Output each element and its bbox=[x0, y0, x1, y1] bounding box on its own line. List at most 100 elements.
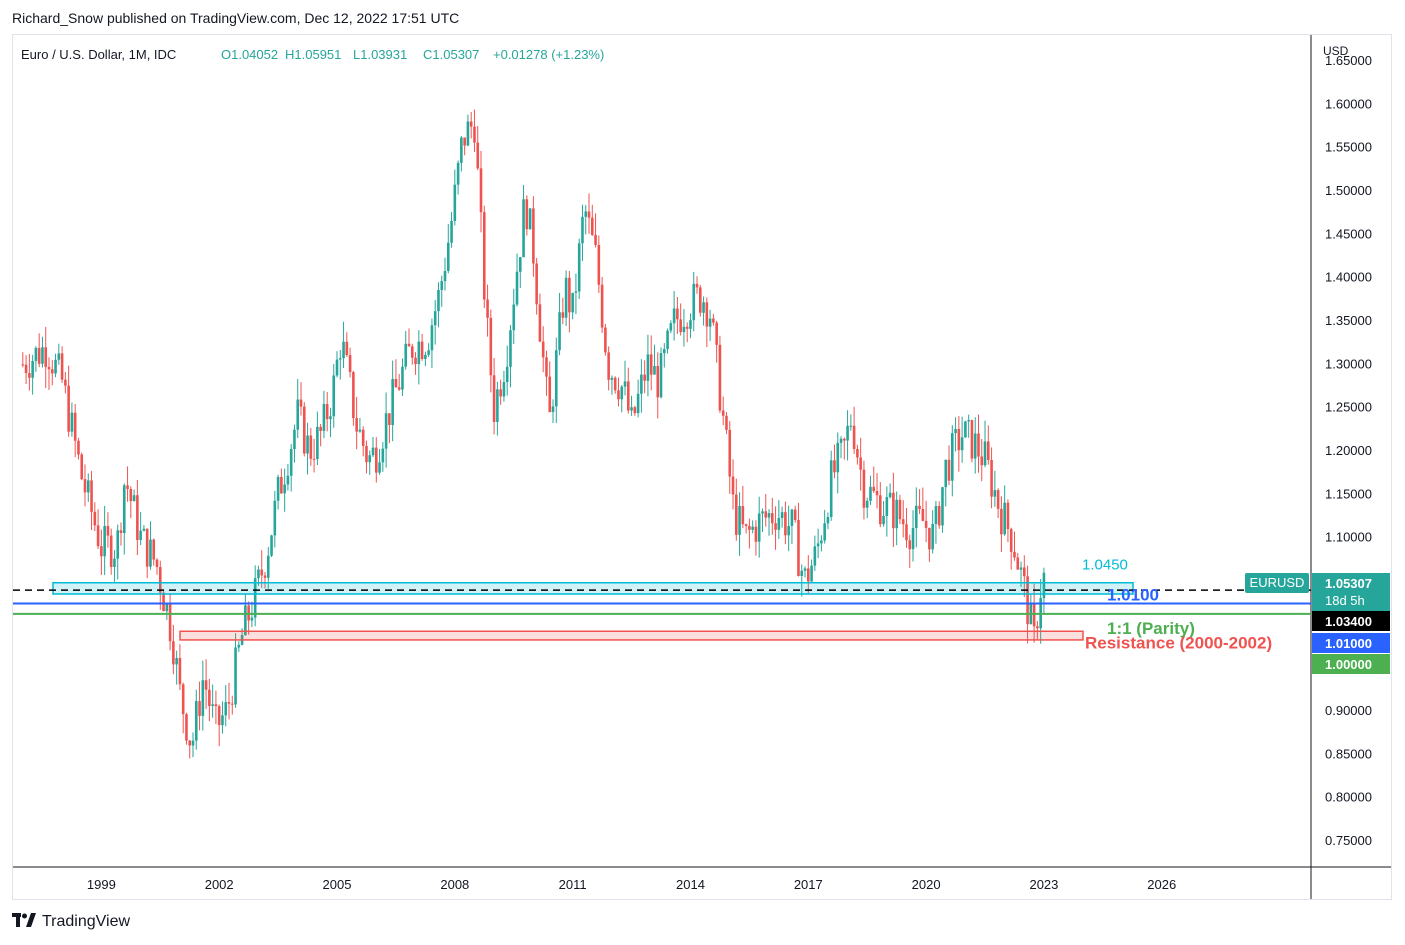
candle-body bbox=[217, 706, 221, 726]
candle-body bbox=[83, 479, 87, 493]
candle-body bbox=[770, 513, 774, 524]
candle-body bbox=[371, 447, 375, 456]
candle-body bbox=[600, 284, 604, 328]
candle-body bbox=[368, 455, 372, 463]
x-tick-label: 2026 bbox=[1147, 877, 1176, 892]
x-tick-label: 2017 bbox=[794, 877, 823, 892]
candle-body bbox=[1036, 626, 1039, 629]
candle-body bbox=[407, 343, 411, 347]
candle-body bbox=[103, 526, 106, 557]
chart-frame[interactable]: USD 1.65000 1.60000 1.55000 1.50000 1.45000 1.… bbox=[12, 34, 1392, 900]
candle-body bbox=[499, 389, 502, 397]
candle-body bbox=[764, 511, 768, 518]
y-tick-label: 0.75000 bbox=[1325, 833, 1372, 848]
candle-body bbox=[106, 526, 110, 536]
symbol-tag bbox=[1245, 573, 1309, 593]
candle-body bbox=[204, 680, 208, 690]
candle-body bbox=[211, 704, 214, 706]
candle-body bbox=[820, 540, 823, 544]
candle-body bbox=[1026, 576, 1029, 625]
candle-body bbox=[433, 311, 437, 326]
candle-body bbox=[705, 302, 709, 327]
candle-body bbox=[388, 413, 391, 425]
candle-body bbox=[816, 543, 820, 547]
candle-body bbox=[44, 347, 48, 367]
candle-body bbox=[721, 410, 725, 416]
candle-body bbox=[970, 420, 974, 459]
candle-body bbox=[682, 326, 686, 333]
symbol-tag-text: EURUSD bbox=[1250, 575, 1305, 590]
candle-body bbox=[404, 343, 408, 367]
candle-body bbox=[21, 364, 25, 366]
candle-body bbox=[149, 539, 152, 567]
legend-symbol: Euro / U.S. Dollar, 1M, IDC bbox=[21, 47, 176, 62]
candle-body bbox=[532, 208, 535, 264]
candle-body bbox=[322, 404, 326, 431]
label-1045: 1.0450 bbox=[1082, 556, 1128, 573]
candle-body bbox=[227, 702, 231, 704]
candle-body bbox=[60, 353, 64, 380]
support-zone-1045 bbox=[52, 581, 1134, 595]
candle-body bbox=[175, 658, 178, 665]
candle-body bbox=[456, 162, 460, 185]
y-tick-label: 1.35000 bbox=[1325, 313, 1372, 328]
candle-body bbox=[731, 476, 735, 495]
candle-body bbox=[466, 121, 470, 146]
candle-body bbox=[545, 357, 548, 377]
candle-body bbox=[116, 530, 120, 559]
candle-body bbox=[283, 484, 286, 494]
candle-body bbox=[417, 341, 421, 365]
candle-body bbox=[273, 500, 277, 536]
candle-body bbox=[31, 360, 34, 378]
candle-body bbox=[584, 211, 588, 217]
label-parity: 1:1 (Parity) bbox=[1107, 619, 1195, 638]
candle-body bbox=[852, 425, 856, 450]
legend-low: L1.03931 bbox=[353, 47, 407, 62]
y-tick-label: 1.25000 bbox=[1325, 400, 1372, 415]
legend-open: O1.04052 bbox=[221, 47, 278, 62]
candle-body bbox=[234, 647, 237, 705]
candle-body bbox=[70, 412, 74, 432]
candle-body bbox=[414, 357, 417, 365]
label-resistance: Resistance (2000-2002) bbox=[1085, 634, 1272, 653]
x-tick-label: 1999 bbox=[87, 877, 116, 892]
candle-body bbox=[813, 546, 817, 566]
candle-body bbox=[790, 509, 794, 526]
candle-body bbox=[93, 511, 97, 526]
x-tick-label: 2002 bbox=[205, 877, 234, 892]
candle-body bbox=[928, 527, 931, 550]
candle-body bbox=[744, 524, 748, 526]
candle-body bbox=[50, 369, 54, 374]
candle-body bbox=[73, 412, 77, 441]
candle-body bbox=[875, 491, 879, 496]
candle-body bbox=[695, 283, 699, 288]
candle-body bbox=[90, 480, 93, 512]
candle-body bbox=[185, 714, 188, 741]
candle-body bbox=[944, 459, 948, 488]
candle-body bbox=[597, 244, 601, 285]
candle-body bbox=[132, 495, 136, 502]
candle-body bbox=[401, 366, 404, 390]
candle-body bbox=[194, 701, 198, 741]
candle-body bbox=[708, 318, 712, 327]
candle-body bbox=[767, 513, 771, 518]
candle-body bbox=[554, 350, 558, 407]
candle-body bbox=[960, 437, 964, 451]
candle-body bbox=[558, 312, 561, 351]
candle-body bbox=[806, 568, 810, 582]
candle-body bbox=[659, 353, 663, 398]
candle-body bbox=[636, 393, 640, 414]
candle-body bbox=[643, 374, 646, 381]
candle-body bbox=[410, 346, 414, 358]
candle-body bbox=[685, 326, 689, 329]
candle-body bbox=[826, 517, 830, 524]
candle-body bbox=[139, 530, 142, 541]
candle-body bbox=[950, 433, 954, 481]
candle-body bbox=[885, 497, 889, 517]
candle-body bbox=[165, 604, 169, 612]
candle-body bbox=[126, 485, 129, 490]
candle-body bbox=[299, 399, 303, 407]
candle-body bbox=[803, 568, 807, 571]
candle-body bbox=[198, 701, 201, 716]
